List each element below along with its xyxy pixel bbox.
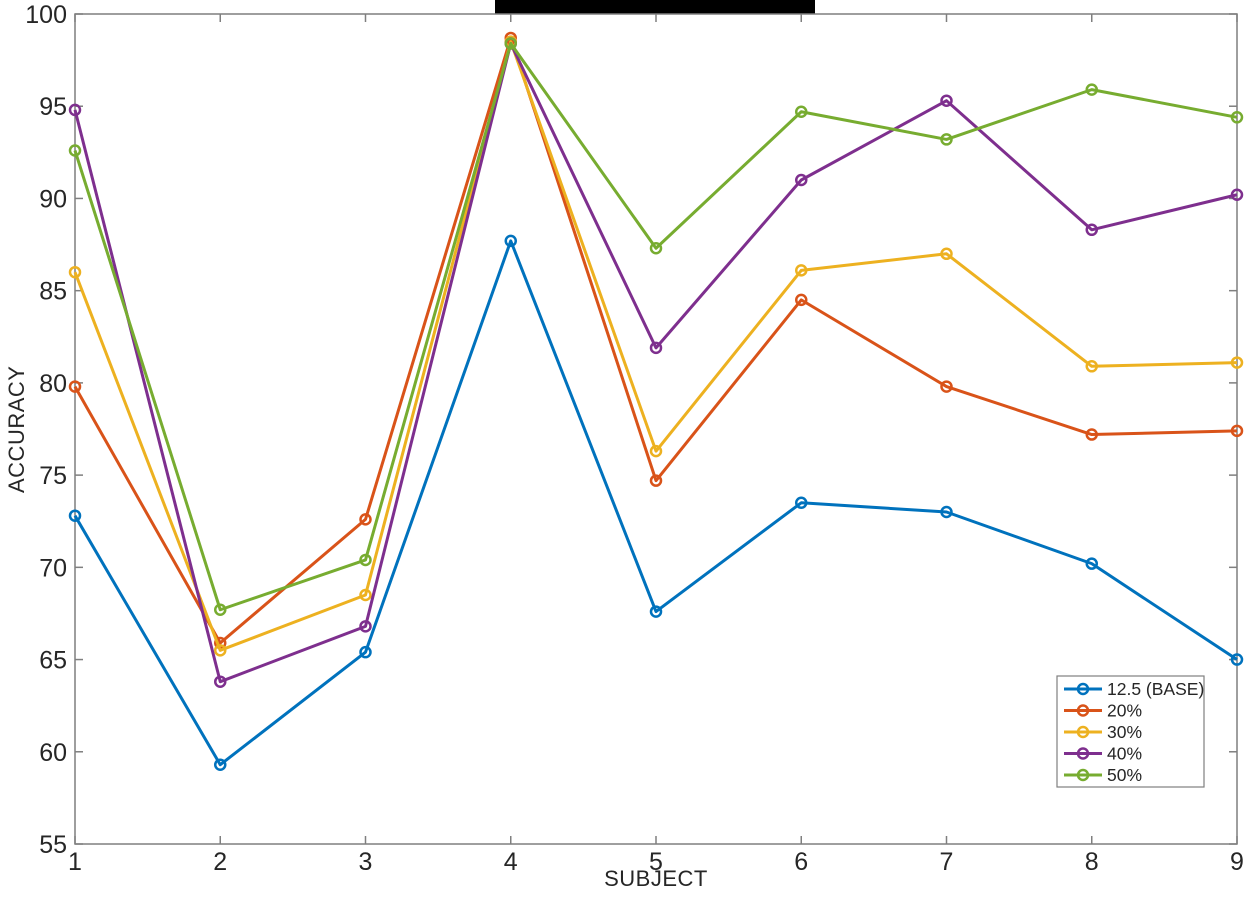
- legend-entry-label: 50%: [1107, 765, 1142, 785]
- series-marker-4: [940, 133, 953, 146]
- series-marker-3: [1230, 188, 1244, 202]
- series-marker-0: [68, 509, 82, 522]
- y-axis-label: ACCURACY: [4, 365, 29, 493]
- legend-entry-marker: [1076, 682, 1090, 696]
- series-marker-0: [940, 505, 953, 519]
- series-marker-0: [504, 234, 517, 248]
- series-marker-3: [359, 620, 372, 633]
- series-line-3: [73, 42, 1238, 684]
- series-marker-1: [1230, 424, 1244, 438]
- series-marker-4: [214, 603, 227, 617]
- series-marker-2: [1230, 356, 1244, 369]
- legend-entry-label: 30%: [1107, 722, 1142, 742]
- x-tick-label: 9: [1230, 848, 1244, 876]
- series-marker-2: [649, 444, 663, 458]
- series-marker-4: [649, 241, 663, 255]
- x-tick-label: 3: [359, 848, 373, 876]
- y-tick-label: 80: [39, 370, 67, 398]
- x-tick-label: 7: [940, 848, 954, 876]
- series-marker-4: [504, 37, 517, 50]
- series-marker-1: [68, 380, 82, 393]
- y-tick-label: 60: [39, 739, 67, 767]
- legend-entry-label: 12.5 (BASE): [1107, 679, 1204, 699]
- series-marker-0: [214, 758, 227, 771]
- series-marker-4: [1230, 111, 1244, 124]
- legend-entry-marker: [1076, 725, 1090, 739]
- legend-entry-label: 40%: [1107, 744, 1142, 764]
- x-axis-label: SUBJECT: [604, 866, 708, 891]
- series-marker-2: [359, 588, 372, 602]
- series-line-2: [73, 40, 1238, 652]
- y-tick-label: 70: [39, 554, 67, 582]
- series-marker-3: [795, 173, 808, 187]
- series-marker-1: [649, 474, 663, 487]
- series-marker-1: [940, 380, 953, 393]
- y-tick-label: 65: [39, 647, 67, 675]
- series-marker-2: [68, 265, 82, 279]
- legend-entry-label: 20%: [1107, 701, 1142, 721]
- series-marker-0: [359, 645, 372, 659]
- series-marker-3: [68, 103, 82, 117]
- series-marker-4: [68, 144, 82, 157]
- series-marker-3: [214, 675, 227, 688]
- y-tick-label: 55: [39, 831, 67, 859]
- y-tick-label: 100: [25, 1, 67, 29]
- y-tick-label: 75: [39, 462, 67, 490]
- y-tick-label: 90: [39, 185, 67, 213]
- x-tick-label: 6: [794, 848, 808, 876]
- redacted-title-bar: [495, 0, 815, 14]
- series-marker-2: [940, 247, 953, 261]
- series-marker-1: [795, 293, 808, 307]
- x-tick-label: 2: [213, 848, 227, 876]
- series-marker-4: [359, 553, 372, 567]
- series-marker-2: [214, 644, 227, 657]
- series-marker-4: [795, 105, 808, 119]
- series-marker-0: [649, 605, 663, 618]
- series-marker-0: [1085, 557, 1098, 570]
- series-marker-0: [1230, 653, 1244, 666]
- x-tick-label: 4: [504, 848, 518, 876]
- series-marker-1: [359, 513, 372, 526]
- legend-entry-marker: [1076, 747, 1090, 760]
- legend-entry-marker: [1076, 768, 1090, 782]
- y-tick-label: 85: [39, 278, 67, 306]
- series-marker-4: [1085, 83, 1098, 96]
- y-tick-label: 95: [39, 93, 67, 121]
- series-line-1: [73, 36, 1238, 645]
- x-tick-label: 8: [1085, 848, 1099, 876]
- x-tick-label: 5: [649, 848, 663, 876]
- series-marker-3: [1085, 223, 1098, 237]
- series-line-0: [73, 239, 1238, 767]
- series-line-4: [73, 42, 1238, 612]
- series-marker-1: [1085, 428, 1098, 441]
- series-marker-2: [795, 264, 808, 277]
- series-marker-0: [795, 496, 808, 510]
- legend-entry-marker: [1076, 704, 1090, 717]
- series-marker-3: [649, 341, 663, 355]
- series-marker-2: [1085, 360, 1098, 373]
- x-tick-label: 1: [68, 848, 82, 876]
- series-marker-3: [940, 94, 953, 107]
